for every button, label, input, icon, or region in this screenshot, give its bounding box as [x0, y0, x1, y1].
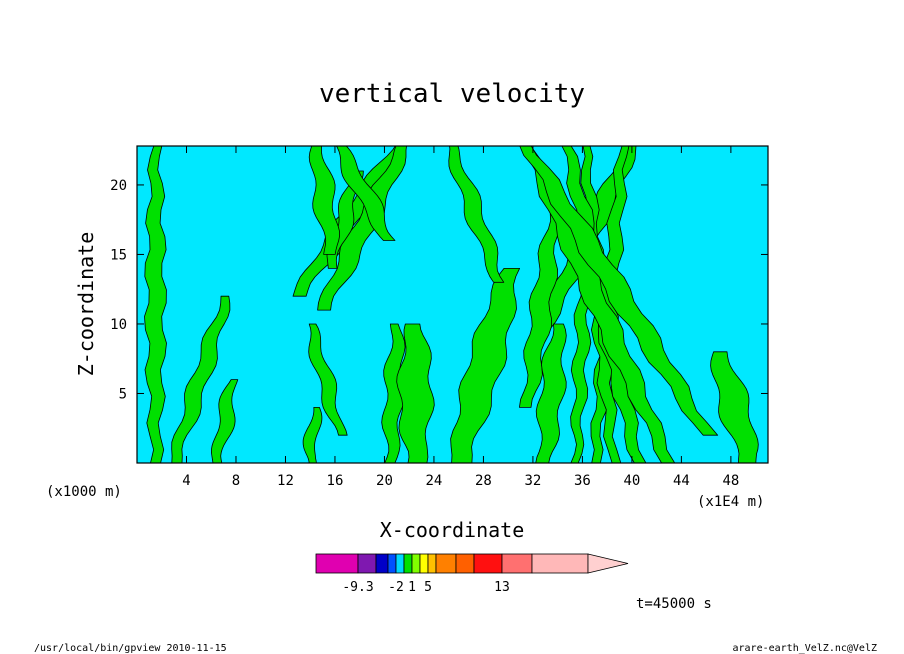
x-tick-label: 32 — [524, 473, 541, 489]
plot-background — [137, 146, 768, 463]
velocity-ridge — [519, 146, 676, 463]
footer-right: arare-earth_VelZ.nc@VelZ — [733, 643, 878, 654]
colorbar-segment — [501, 553, 533, 574]
velocity-ridge — [317, 146, 407, 311]
velocity-ridge — [450, 268, 520, 463]
x-tick-label: 20 — [376, 473, 393, 489]
colorbar-label: -2 — [388, 580, 404, 595]
colorbar-segment — [455, 553, 475, 574]
time-label: t=45000 s — [636, 596, 712, 612]
colorbar-label: 1 — [408, 580, 416, 595]
velocity-ridge — [144, 146, 167, 463]
velocity-ridge — [335, 146, 396, 241]
x-tick-label: 16 — [327, 473, 344, 489]
y-tick-label: 10 — [110, 317, 127, 333]
colorbar-segment — [435, 553, 457, 574]
colorbar-label: 5 — [424, 580, 432, 595]
x-tick-label: 44 — [673, 473, 690, 489]
colorbar-segment — [531, 553, 589, 574]
velocity-ridge — [171, 295, 231, 463]
x-tick-label: 28 — [475, 473, 492, 489]
x-tick-label: 40 — [623, 473, 640, 489]
velocity-ridge — [710, 351, 759, 463]
colorbar-segment — [473, 553, 503, 574]
velocity-ridge — [535, 323, 567, 463]
colorbar-segment — [395, 553, 405, 574]
x-unit-left: (x1000 m) — [46, 484, 122, 500]
colorbar-extension — [587, 553, 629, 574]
colorbar-segment — [315, 553, 359, 574]
velocity-ridge — [381, 323, 406, 463]
velocity-field — [144, 146, 759, 463]
colorbar-segment — [427, 553, 437, 574]
plot-frame — [136, 145, 769, 464]
footer-left: /usr/local/bin/gpview 2010-11-15 — [34, 643, 227, 654]
colorbar-segment — [411, 553, 421, 574]
velocity-ridge — [302, 407, 323, 463]
x-tick-label: 4 — [182, 473, 190, 489]
y-tick-label: 15 — [110, 247, 127, 263]
colorbar-segment — [403, 553, 413, 574]
y-tick-label: 20 — [110, 178, 127, 194]
x-tick-label: 24 — [426, 473, 443, 489]
colorbar-segment — [357, 553, 377, 574]
velocity-ridge — [211, 379, 239, 463]
x-axis: 4 8 12 16 20 24 28 32 36 40 44 48 — [182, 146, 739, 489]
velocity-ridge — [519, 146, 719, 436]
velocity-ridge — [308, 146, 340, 255]
colorbar-label: -9.3 — [342, 580, 373, 595]
x-tick-label: 12 — [277, 473, 294, 489]
y-tick-label: 5 — [119, 386, 127, 402]
colorbar-label: 13 — [494, 580, 510, 595]
x-tick-label: 48 — [722, 473, 739, 489]
x-unit-right: (x1E4 m) — [697, 494, 764, 510]
colorbar-segment — [375, 553, 389, 574]
colorbar-segment — [419, 553, 429, 574]
colorbar-segment — [387, 553, 397, 574]
velocity-ridge — [396, 323, 435, 463]
colorbar: -9.3 -2 1 5 13 — [315, 553, 629, 595]
velocity-ridge — [448, 146, 505, 283]
y-axis-label: Z-coordinate — [74, 232, 98, 377]
velocity-ridge — [308, 323, 348, 436]
x-tick-label: 8 — [232, 473, 240, 489]
y-axis: 5 10 15 20 — [110, 178, 768, 402]
x-axis-label: X-coordinate — [380, 518, 525, 542]
x-tick-label: 36 — [574, 473, 591, 489]
chart-title: vertical velocity — [319, 79, 585, 109]
